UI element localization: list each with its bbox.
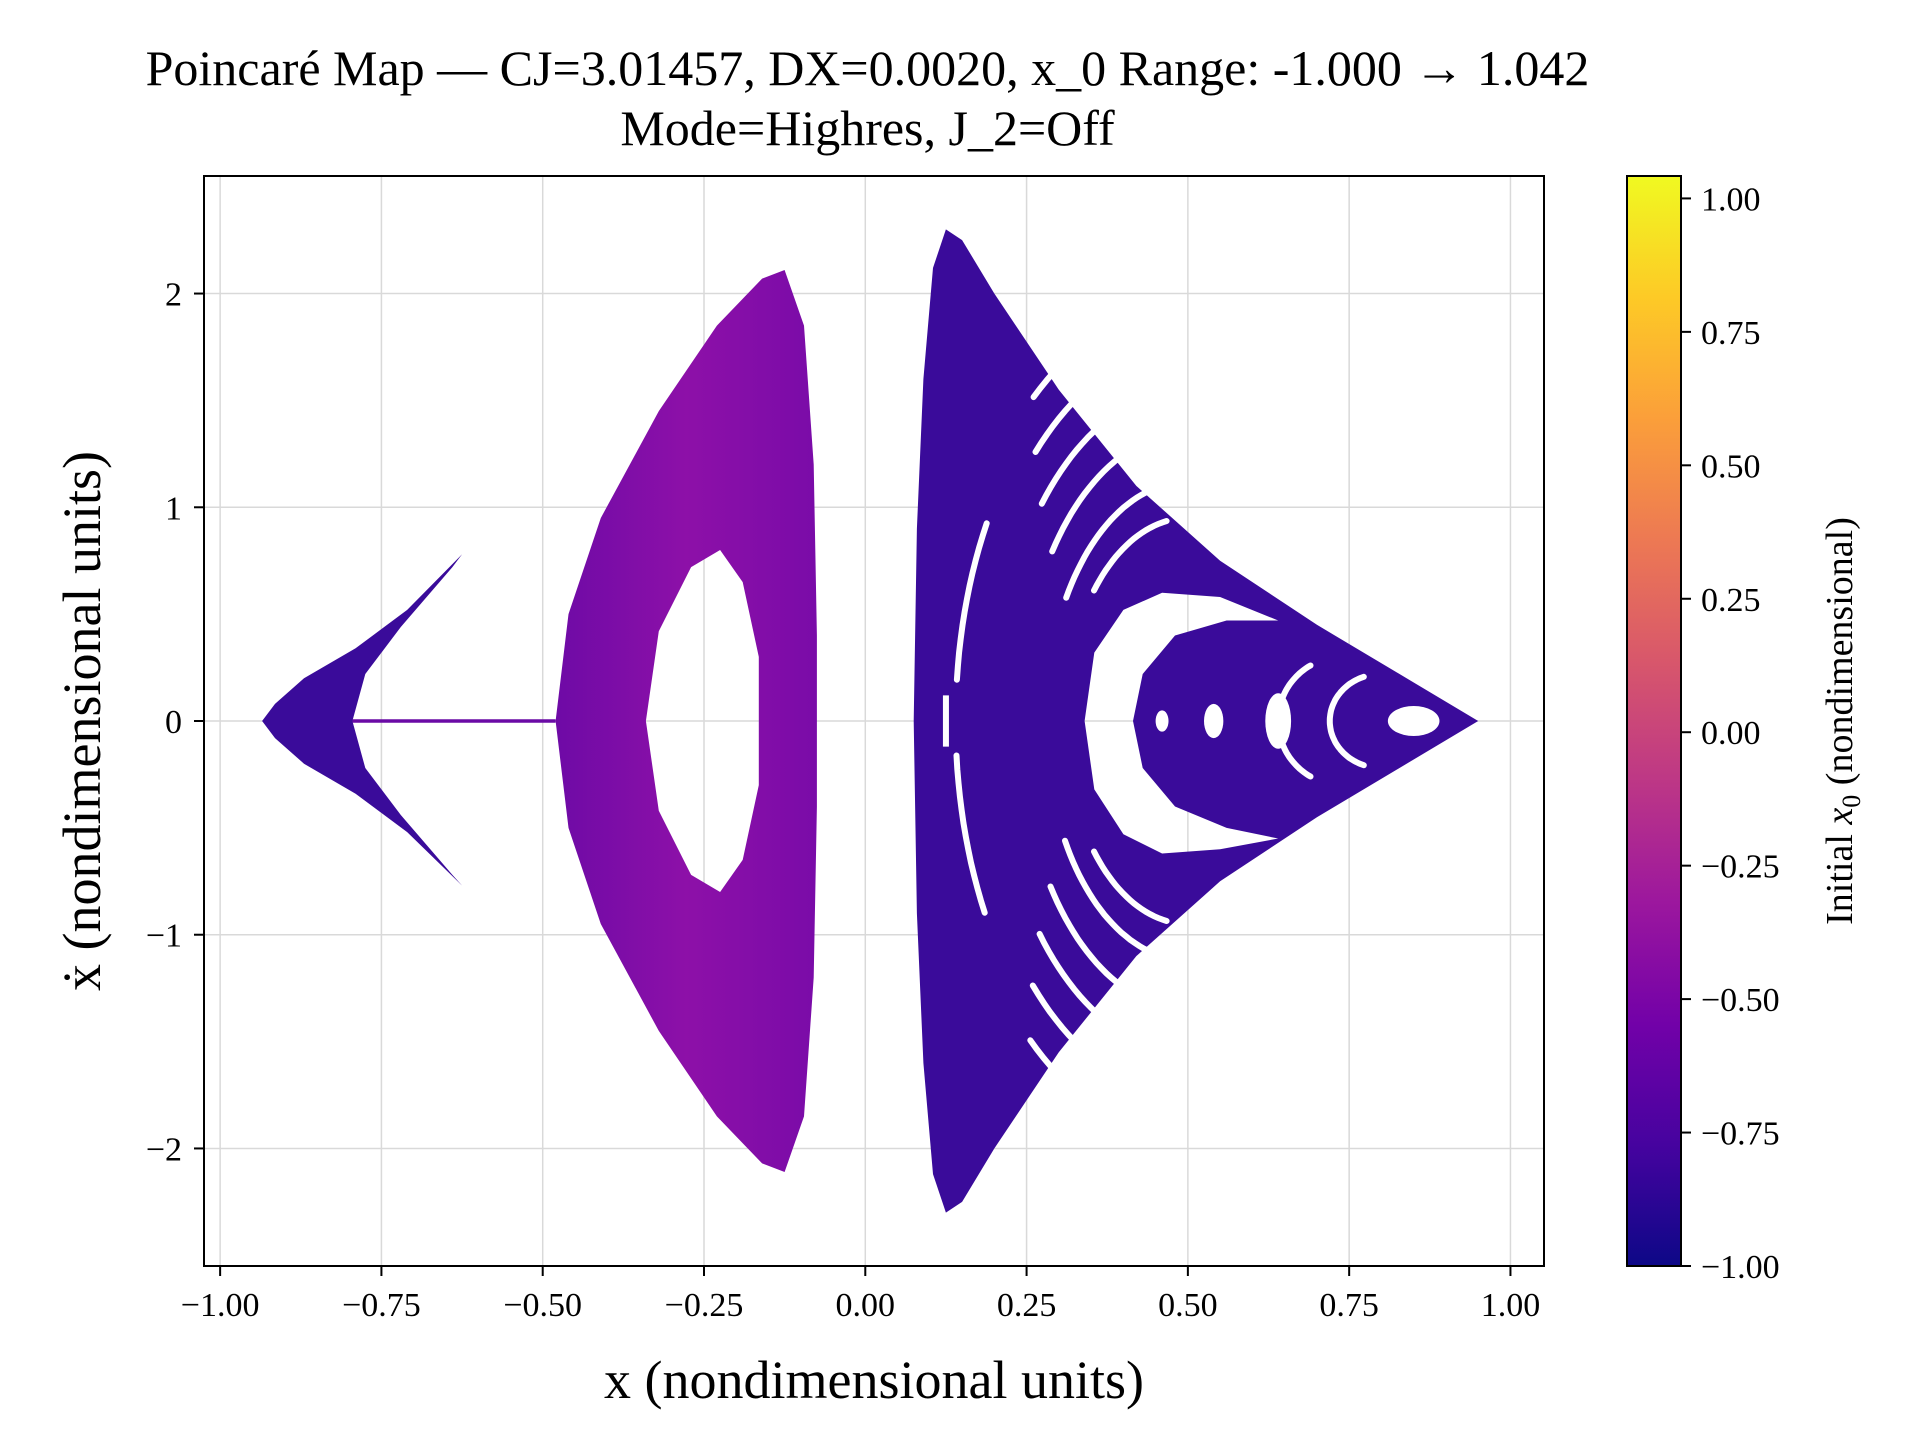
chart-subtitle: Mode=Highres, J_2=Off — [620, 100, 1115, 156]
colorbar-label: Initial x0 (nondimensional) — [1819, 517, 1866, 925]
orbit-gap-arc — [1036, 930, 1171, 1054]
island-gap — [1265, 693, 1292, 749]
x-tick-label: 1.00 — [1481, 1287, 1541, 1324]
orbit-gap-arc — [1032, 349, 1153, 455]
orbit-gap-arc — [1038, 388, 1174, 507]
orbit-gap-arc — [1030, 315, 1128, 401]
colorbar-label-var: x — [1819, 808, 1861, 826]
x-tick-label: −0.50 — [503, 1287, 582, 1324]
y-tick-label: 1 — [165, 490, 182, 527]
chart-title: Poincaré Map — CJ=3.01457, DX=0.0020, x_… — [145, 40, 1590, 96]
data-layer — [262, 229, 1479, 1213]
colorbar-tick-label: −0.50 — [1701, 982, 1780, 1019]
colorbar-tick-label: 0.50 — [1701, 448, 1761, 485]
island-gap — [1387, 706, 1440, 736]
colorbar-tick-label: −0.75 — [1701, 1116, 1780, 1153]
colorbar-tick-label: −1.00 — [1701, 1249, 1780, 1286]
orbit-gap-arc — [1062, 837, 1176, 963]
colorbar — [1626, 175, 1682, 1267]
island-gap — [1204, 703, 1224, 739]
colorbar-tick-label: 0.75 — [1701, 315, 1761, 352]
orbit-gap-arc — [953, 520, 990, 683]
x-tick-label: −1.00 — [181, 1287, 260, 1324]
orbit-gap-arc — [1049, 433, 1162, 555]
x-tick-label: 0.00 — [836, 1287, 896, 1324]
colorbar-label-sub: 0 — [1837, 795, 1866, 808]
x-axis-label: x (nondimensional units) — [604, 1350, 1144, 1410]
region-middle-island — [555, 270, 817, 1172]
y-tick-label: 0 — [165, 704, 182, 741]
x-tick-label: −0.25 — [665, 1287, 744, 1324]
colorbar-label-suffix: (nondimensional) — [1819, 517, 1861, 795]
orbit-gap-arc — [1047, 883, 1159, 1008]
orbit-gap-arc — [1063, 479, 1179, 601]
colorbar-tick-label: 0.00 — [1701, 715, 1761, 752]
colorbar-tick-label: −0.25 — [1701, 849, 1780, 886]
orbit-gap-arc — [1027, 1037, 1124, 1125]
y-axis-ticks: −2 −1 0 1 2 — [146, 277, 204, 1168]
colorbar-tick-label: 0.25 — [1701, 582, 1761, 619]
orbit-gap-arc — [1091, 848, 1170, 924]
x-tick-label: −0.75 — [342, 1287, 421, 1324]
region-left-chevron — [262, 554, 463, 886]
y-tick-label: −1 — [146, 918, 182, 955]
colorbar-label-prefix: Initial — [1819, 825, 1861, 925]
x-tick-label: 0.75 — [1319, 1287, 1379, 1324]
orbit-gap-arc — [1326, 673, 1367, 769]
orbit-gap-arc — [953, 752, 988, 916]
colorbar-ticks: −1.00 −0.75 −0.50 −0.25 0.00 0.25 0.50 0.75 1.00 — [1681, 181, 1780, 1286]
orbit-gap-arc — [1091, 518, 1170, 594]
colorbar-tick-label: 1.00 — [1701, 181, 1761, 218]
chart-title-block: Poincaré Map — CJ=3.01457, DX=0.0020, x_… — [0, 38, 1735, 158]
y-tick-label: 2 — [165, 277, 182, 314]
island-gap — [1155, 710, 1169, 732]
orbit-gap-arc — [1029, 982, 1149, 1092]
y-axis-label: ẋ (nondimensional units) — [52, 451, 112, 991]
region-connector-line — [352, 719, 556, 723]
x-axis-ticks: −1.00 −0.75 −0.50 −0.25 0.00 0.25 0.50 0.75 1.00 — [181, 1266, 1540, 1324]
y-tick-label: −2 — [146, 1131, 182, 1168]
x-tick-label: 0.50 — [1158, 1287, 1218, 1324]
x-tick-label: 0.25 — [997, 1287, 1057, 1324]
